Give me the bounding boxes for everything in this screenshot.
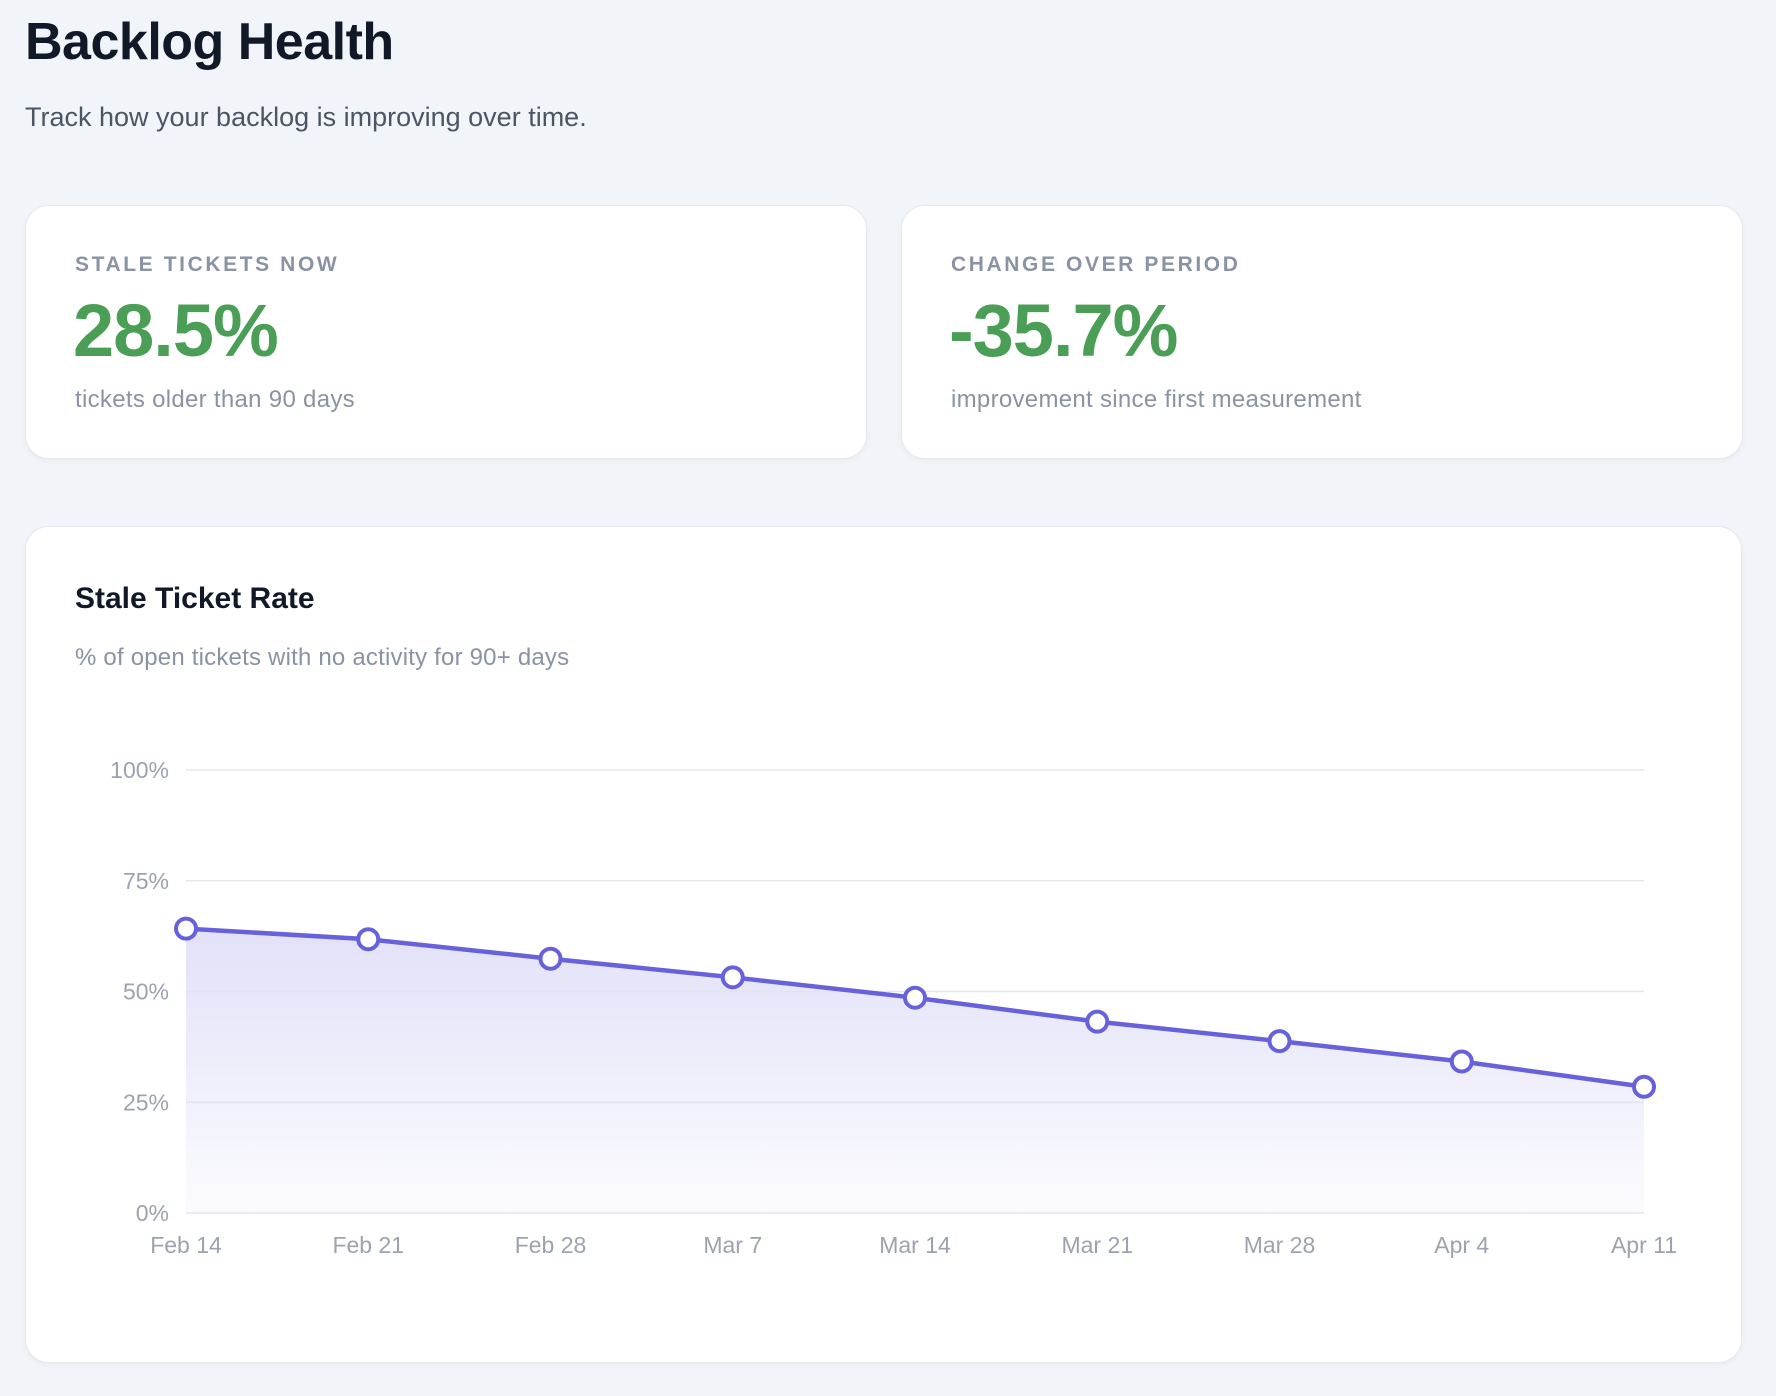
y-tick-label: 25% xyxy=(123,1089,169,1115)
change-over-period-label: CHANGE OVER PERIOD xyxy=(951,253,1241,276)
stale-tickets-label: STALE TICKETS NOW xyxy=(75,253,340,276)
x-tick-label: Feb 28 xyxy=(515,1232,587,1258)
stale-ticket-rate-chart: 0% 25% 50% 75% 100% Feb 14 Feb 21 Feb 28 Mar 7 Ma… xyxy=(110,757,1677,1258)
y-tick-label: 75% xyxy=(123,868,169,894)
x-tick-label: Feb 14 xyxy=(150,1232,222,1258)
change-over-period-caption: improvement since first measurement xyxy=(951,386,1362,413)
x-tick-label: Apr 11 xyxy=(1611,1232,1677,1258)
y-tick-label: 0% xyxy=(136,1200,169,1226)
data-point xyxy=(174,916,198,941)
chart-subtitle: % of open tickets with no activity for 9… xyxy=(75,644,570,671)
data-point xyxy=(903,985,927,1010)
data-point xyxy=(538,946,563,971)
page-subtitle: Track how your backlog is improving over… xyxy=(25,102,587,132)
stale-tickets-value: 28.5% xyxy=(73,289,279,372)
y-tick-label: 50% xyxy=(123,979,169,1005)
stale-tickets-caption: tickets older than 90 days xyxy=(75,386,355,413)
series-area xyxy=(186,928,1644,1213)
data-point xyxy=(720,965,745,990)
stale-ticket-rate-chart-card: Stale Ticket Rate % of open tickets with… xyxy=(25,526,1742,1363)
change-over-period-card: CHANGE OVER PERIOD -35.7% improvement si… xyxy=(901,205,1743,459)
data-point xyxy=(1632,1074,1656,1099)
chart-title: Stale Ticket Rate xyxy=(75,582,315,615)
data-point xyxy=(1085,1009,1110,1034)
x-tick-label: Mar 28 xyxy=(1244,1232,1316,1258)
data-point xyxy=(1267,1029,1292,1054)
x-tick-label: Apr 4 xyxy=(1434,1232,1489,1258)
data-point xyxy=(1449,1049,1474,1074)
page-title: Backlog Health xyxy=(25,13,394,71)
x-tick-label: Feb 21 xyxy=(332,1232,404,1258)
y-tick-label: 100% xyxy=(110,757,169,783)
stale-tickets-card: STALE TICKETS NOW 28.5% tickets older th… xyxy=(25,205,867,459)
x-tick-label: Mar 21 xyxy=(1061,1232,1133,1258)
data-point xyxy=(356,927,381,952)
x-tick-label: Mar 14 xyxy=(879,1232,951,1258)
x-tick-label: Mar 7 xyxy=(703,1232,762,1258)
change-over-period-value: -35.7% xyxy=(949,289,1178,372)
